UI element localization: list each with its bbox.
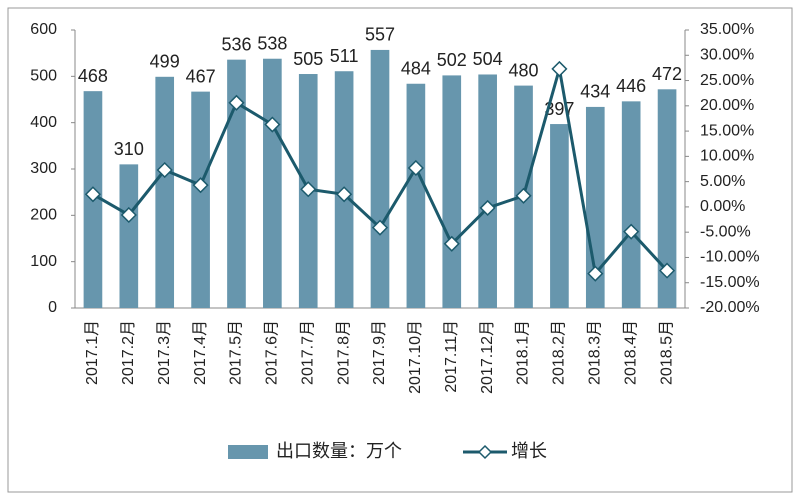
y-tick-label: 100	[30, 253, 57, 270]
chart-border	[7, 7, 793, 493]
x-tick-label: 2017.6月	[264, 320, 281, 385]
bar-value-label: 467	[186, 66, 216, 86]
y-tick-label: 400	[30, 114, 57, 131]
line-marker	[156, 161, 173, 179]
x-tick-label: 2018.3月	[587, 320, 604, 385]
line-marker	[336, 186, 353, 203]
x-tick-label: 2017.4月	[192, 320, 209, 385]
x-tick-label: 2017.1月	[84, 320, 101, 385]
bar-value-label: 472	[652, 64, 682, 84]
bar	[657, 89, 677, 308]
y-tick-label: 600	[30, 21, 57, 38]
bar	[155, 76, 175, 309]
bar	[442, 75, 462, 308]
y2-tick-label: 0.00%	[700, 198, 745, 215]
y2-tick-label: -20.00%	[700, 299, 760, 316]
legend-swatch	[228, 445, 268, 459]
bar-value-label: 484	[401, 58, 431, 78]
y2-tick-label: -15.00%	[700, 274, 760, 291]
line-marker	[300, 181, 317, 198]
line-marker	[551, 60, 568, 77]
bar	[227, 59, 246, 308]
bar	[621, 101, 641, 308]
bar-value-label: 557	[365, 25, 395, 45]
bar	[478, 74, 497, 308]
x-tick-label: 2017.10月	[407, 320, 424, 394]
y2-tick-label: -5.00%	[700, 223, 751, 240]
bar	[550, 124, 569, 308]
y-tick-label: 500	[30, 68, 57, 85]
y-tick-label: 0	[48, 299, 57, 316]
line-marker	[587, 265, 604, 282]
line-marker	[371, 219, 389, 236]
y-tick-label: 300	[30, 160, 57, 177]
x-tick-label: 2017.11月	[443, 320, 460, 393]
legend-marker	[477, 444, 493, 460]
x-tick-label: 2017.5月	[228, 320, 245, 385]
bar-value-label: 310	[114, 139, 144, 159]
line-marker	[515, 187, 532, 204]
bar-value-label: 499	[150, 52, 180, 72]
y2-tick-label: 30.00%	[700, 46, 754, 63]
x-tick-label: 2018.1月	[515, 320, 532, 385]
y2-tick-label: -10.00%	[700, 249, 760, 266]
bar-value-label: 538	[257, 33, 287, 53]
bar-value-label: 480	[509, 60, 539, 80]
bar-value-label: 536	[221, 34, 251, 54]
y2-tick-label: 5.00%	[700, 173, 745, 190]
x-tick-label: 2017.12月	[479, 320, 496, 394]
bar	[585, 106, 605, 308]
x-tick-label: 2017.8月	[335, 320, 352, 385]
x-tick-label: 2018.2月	[551, 320, 568, 385]
line-marker	[120, 206, 137, 224]
line-marker	[192, 177, 209, 194]
line-marker	[623, 223, 640, 240]
bar	[191, 91, 210, 308]
legend-label: 出口数量：万个	[276, 441, 402, 461]
line-marker	[443, 235, 460, 252]
line-marker	[479, 199, 496, 216]
legend-label: 增长	[511, 441, 547, 461]
bar	[263, 58, 282, 308]
bar-value-label: 434	[580, 82, 610, 102]
y2-tick-label: 20.00%	[700, 97, 754, 114]
bar-value-label: 505	[293, 49, 323, 69]
line-marker	[264, 116, 281, 133]
y-tick-label: 200	[30, 207, 57, 224]
y2-tick-label: 10.00%	[700, 148, 754, 165]
x-tick-label: 2017.2月	[120, 320, 137, 385]
line-marker	[228, 94, 245, 111]
x-tick-label: 2017.9月	[371, 320, 388, 385]
y2-tick-label: 25.00%	[700, 72, 754, 89]
bar-value-label: 502	[437, 50, 467, 70]
bar-value-label: 504	[473, 49, 503, 69]
x-tick-label: 2018.5月	[658, 320, 675, 385]
bar-value-label: 468	[78, 66, 108, 86]
line-marker	[84, 186, 102, 203]
line-marker	[407, 159, 424, 177]
x-tick-label: 2018.4月	[622, 320, 639, 385]
bar-value-label: 446	[616, 76, 646, 96]
bar	[370, 49, 390, 308]
x-tick-label: 2017.3月	[156, 320, 173, 385]
x-tick-label: 2017.7月	[299, 320, 316, 385]
bar	[406, 83, 426, 308]
bar	[119, 164, 139, 308]
bar-value-label: 511	[330, 46, 359, 66]
line-marker	[658, 262, 676, 279]
y2-tick-label: 35.00%	[700, 21, 754, 38]
y2-tick-label: 15.00%	[700, 122, 754, 139]
